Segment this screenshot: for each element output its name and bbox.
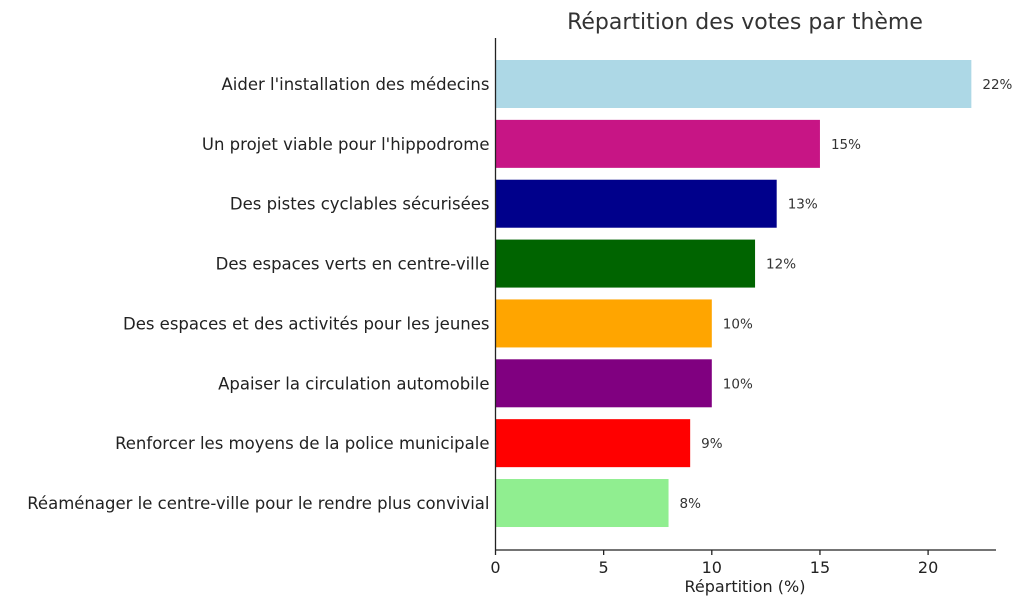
x-axis-title: Répartition (%) xyxy=(685,577,806,596)
value-label-6: 10% xyxy=(723,376,753,392)
bar-3 xyxy=(495,179,777,228)
value-label-1: 22% xyxy=(982,77,1012,93)
value-label-5: 10% xyxy=(723,316,753,332)
x-axis-ticks-group: 0 5 10 15 20 xyxy=(490,550,938,577)
value-label-3: 13% xyxy=(788,197,818,213)
bar-5 xyxy=(495,299,712,348)
x-tick-label-15: 15 xyxy=(810,558,830,577)
value-label-7: 9% xyxy=(701,436,723,452)
value-label-8: 8% xyxy=(680,496,702,512)
bar-8 xyxy=(495,479,669,528)
x-tick-label-5: 5 xyxy=(599,558,609,577)
category-label-4: Des espaces verts en centre-ville xyxy=(216,255,490,274)
value-label-2: 15% xyxy=(831,137,861,153)
bar-1 xyxy=(495,60,972,108)
bar-6 xyxy=(495,359,712,408)
bar-7 xyxy=(495,419,691,468)
x-tick-label-0: 0 xyxy=(490,558,500,577)
x-tick-label-10: 10 xyxy=(702,558,722,577)
category-label-7: Renforcer les moyens de la police munici… xyxy=(115,434,489,453)
category-label-8: Réaménager le centre-ville pour le rendr… xyxy=(27,494,489,513)
category-label-1: Aider l'installation des médecins xyxy=(221,75,489,94)
x-tick-label-20: 20 xyxy=(918,558,938,577)
category-label-5: Des espaces et des activités pour les je… xyxy=(123,314,490,333)
value-label-4: 12% xyxy=(766,257,796,273)
category-label-3: Des pistes cyclables sécurisées xyxy=(230,195,490,214)
bar-4 xyxy=(495,239,756,288)
bars-group xyxy=(495,60,972,528)
value-labels-group: 22% 15% 13% 12% 10% 10% 9% 8% xyxy=(680,77,1013,512)
category-label-2: Un projet viable pour l'hippodrome xyxy=(202,135,490,154)
bar-2 xyxy=(495,119,820,168)
category-labels-group: Aider l'installation des médecins Un proj… xyxy=(27,75,489,513)
chart-title: Répartition des votes par thème xyxy=(567,10,923,35)
category-label-6: Apaiser la circulation automobile xyxy=(218,374,489,393)
